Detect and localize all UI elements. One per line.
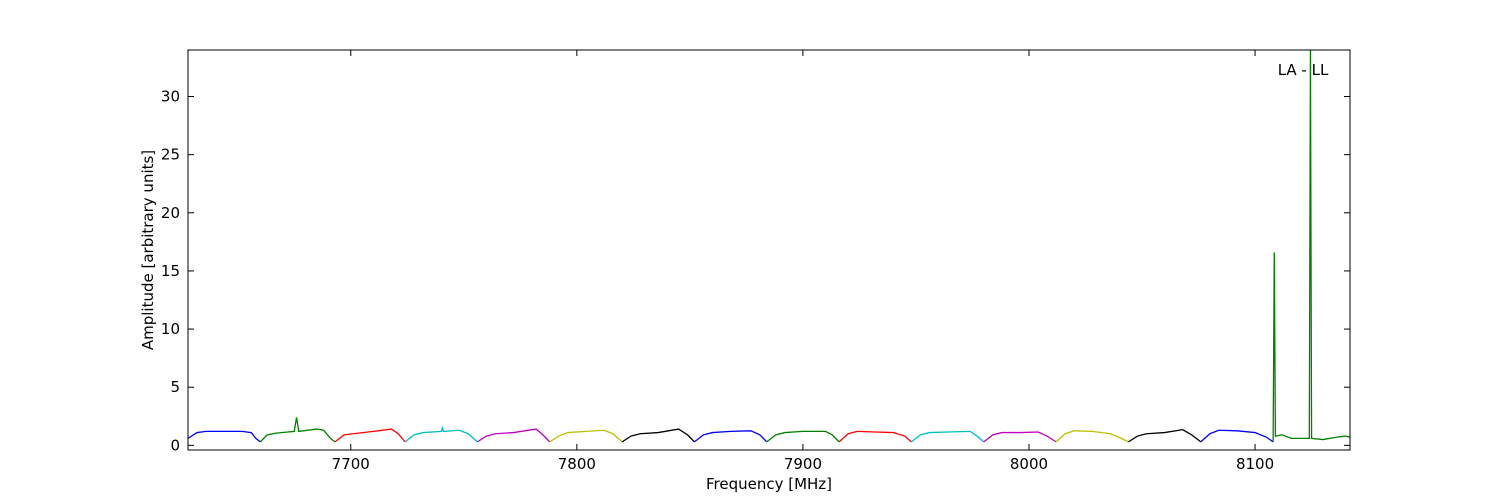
annotation: LA - LL — [1278, 61, 1329, 79]
y-tick-label: 0 — [170, 436, 180, 454]
y-axis-label: Amplitude [arbitrary units] — [139, 150, 157, 350]
axes-frame — [187, 49, 1351, 451]
y-tick-label: 20 — [161, 204, 180, 222]
y-tick-label: 25 — [161, 146, 180, 164]
line-series — [1272, 50, 1350, 442]
line-series — [621, 428, 695, 443]
line-series — [1200, 429, 1274, 443]
x-tick-label: 7800 — [558, 455, 596, 473]
line-series — [549, 429, 623, 443]
y-tick-label: 30 — [161, 88, 180, 106]
line-series — [259, 417, 336, 443]
y-tick-label: 5 — [170, 378, 180, 396]
line-series — [911, 430, 985, 443]
line-series — [1055, 430, 1129, 443]
line-series — [334, 428, 406, 443]
x-tick-label: 8000 — [1010, 455, 1048, 473]
x-tick-label: 7900 — [784, 455, 822, 473]
plot-area — [188, 50, 1350, 443]
y-tick-label: 10 — [161, 320, 180, 338]
line-series — [1128, 428, 1202, 443]
line-series — [188, 430, 261, 443]
line-series — [477, 428, 551, 443]
y-tick-label: 15 — [161, 262, 180, 280]
line-series — [983, 431, 1057, 443]
line-series — [766, 430, 840, 443]
x-tick-label: 8100 — [1236, 455, 1274, 473]
line-series — [404, 425, 478, 443]
x-axis-label: Frequency [MHz] — [706, 475, 832, 493]
line-series — [838, 430, 912, 443]
x-tick-label: 7700 — [332, 455, 370, 473]
line-series — [693, 430, 768, 443]
